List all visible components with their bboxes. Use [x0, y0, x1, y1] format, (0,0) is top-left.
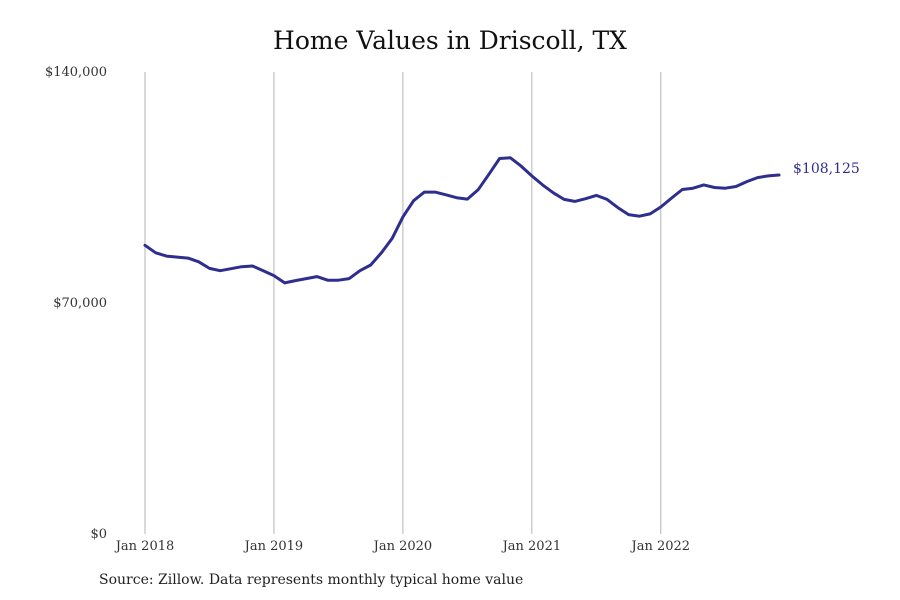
x-tick-label: Jan 2021 [501, 539, 562, 554]
x-tick-label: Jan 2019 [243, 539, 304, 554]
end-value-label-group: $108,125 [793, 161, 860, 177]
source-note: Source: Zillow. Data represents monthly … [99, 572, 524, 588]
end-value-label: $108,125 [793, 161, 860, 177]
x-tick-label: Jan 2018 [114, 539, 175, 554]
y-tick-label: $0 [90, 527, 107, 542]
gridlines [144, 72, 662, 534]
y-tick-label: $70,000 [53, 296, 107, 311]
y-tick-label: $140,000 [45, 65, 107, 80]
x-axis: Jan 2018 Jan 2019 Jan 2020 Jan 2021 Jan 2022 [114, 539, 690, 554]
x-tick-label: Jan 2022 [630, 539, 691, 554]
chart-title: Home Values in Driscoll, TX [273, 26, 627, 55]
y-axis: $0 $70,000 $140,000 [45, 65, 107, 542]
series-line [143, 156, 781, 285]
series [143, 156, 781, 285]
x-tick-label: Jan 2020 [372, 539, 433, 554]
